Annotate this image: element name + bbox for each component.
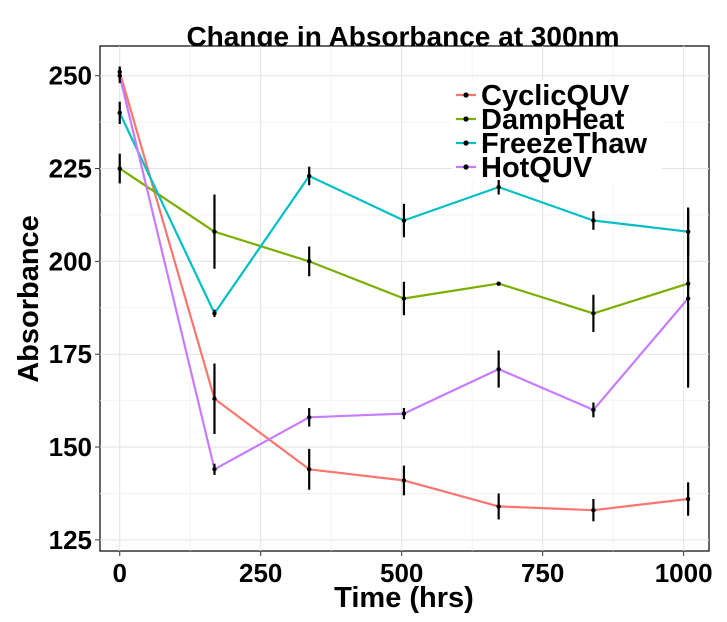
legend-label-cyclicquv: CyclicQUV (481, 80, 630, 112)
legend-key-point-hotquv (463, 164, 469, 170)
y-tick-label: 200 (49, 246, 92, 276)
legend-key-point-freezethaw (463, 140, 469, 146)
data-point-cyclicquv (212, 396, 217, 401)
y-tick-label: 225 (49, 154, 92, 184)
data-point-dampheat (496, 281, 501, 286)
x-tick-label: 0 (113, 558, 127, 588)
legend-label-freezethaw: FreezeThaw (481, 128, 647, 160)
x-tick-label: 1000 (655, 558, 713, 588)
data-point-cyclicquv (496, 504, 501, 509)
data-point-hotquv (685, 296, 691, 301)
y-tick-label: 175 (49, 339, 92, 369)
data-point-freezethaw (685, 229, 691, 234)
data-points (117, 69, 691, 513)
data-point-hotquv (401, 411, 407, 416)
data-point-freezethaw (307, 173, 312, 179)
data-point-hotquv (591, 407, 596, 413)
data-point-dampheat (117, 166, 122, 171)
data-point-hotquv (212, 467, 217, 472)
x-tick-label: 750 (521, 558, 564, 588)
data-point-cyclicquv (591, 507, 596, 513)
y-tick-label: 150 (49, 432, 92, 462)
legend-label-hotquv: HotQUV (481, 152, 593, 184)
data-point-freezethaw (496, 184, 501, 190)
x-tick-label: 250 (239, 558, 282, 588)
data-point-cyclicquv (307, 467, 312, 472)
x-axis-title: Time (hrs) (334, 582, 474, 614)
y-axis-ticks: 125 150 175 200 225 250 (49, 61, 100, 555)
data-point-hotquv (307, 415, 312, 420)
data-point-hotquv (117, 73, 122, 78)
data-point-freezethaw (212, 311, 217, 316)
y-tick-label: 250 (49, 61, 92, 91)
x-tick-label: 500 (380, 558, 423, 588)
data-point-cyclicquv (401, 478, 407, 483)
data-point-cyclicquv (117, 69, 122, 75)
data-point-dampheat (591, 311, 596, 316)
x-axis-ticks: 0 250 500 750 1000 (113, 551, 713, 588)
data-point-dampheat (401, 296, 407, 301)
y-axis-title: Absorbance (13, 215, 45, 383)
legend-key-point-dampheat (463, 116, 469, 122)
legend-box (452, 80, 662, 180)
data-point-freezethaw (591, 218, 596, 223)
data-point-dampheat (307, 259, 312, 264)
data-point-freezethaw (117, 110, 122, 116)
data-point-cyclicquv (685, 496, 691, 502)
legend-label-dampheat: DampHeat (481, 104, 625, 136)
y-tick-label: 125 (49, 525, 92, 555)
data-point-dampheat (685, 281, 691, 286)
data-point-hotquv (496, 366, 501, 372)
legend-key-point-cyclicquv (463, 92, 469, 98)
data-point-freezethaw (401, 218, 407, 223)
data-point-dampheat (212, 229, 217, 234)
